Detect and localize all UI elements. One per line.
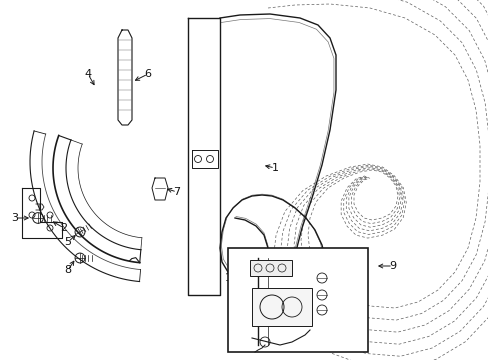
Text: 3: 3 — [12, 213, 19, 223]
Text: 5: 5 — [64, 237, 71, 247]
Text: 11: 11 — [254, 327, 268, 337]
Text: 8: 8 — [64, 265, 71, 275]
Bar — [251, 288, 311, 326]
Text: 9: 9 — [388, 261, 396, 271]
Bar — [249, 260, 291, 276]
Text: 2: 2 — [61, 223, 67, 233]
Bar — [227, 248, 367, 352]
Text: 4: 4 — [84, 69, 91, 79]
Text: 1: 1 — [271, 163, 278, 173]
Text: 6: 6 — [144, 69, 151, 79]
Text: 12: 12 — [261, 249, 274, 259]
Text: 7: 7 — [173, 187, 180, 197]
Text: 10: 10 — [224, 273, 239, 283]
